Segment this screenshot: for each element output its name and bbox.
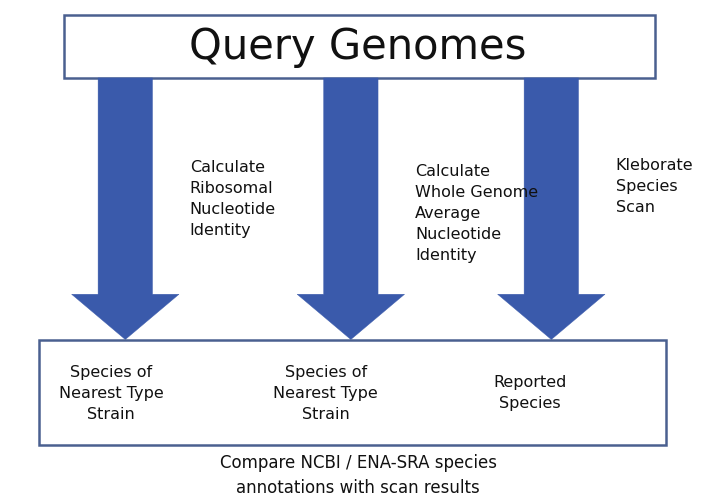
Text: Reported
Species: Reported Species xyxy=(493,375,566,411)
Text: Species of
Nearest Type
Strain: Species of Nearest Type Strain xyxy=(59,365,163,422)
Text: Calculate
Ribosomal
Nucleotide
Identity: Calculate Ribosomal Nucleotide Identity xyxy=(190,159,276,238)
Polygon shape xyxy=(72,78,179,340)
Text: Query Genomes: Query Genomes xyxy=(189,26,527,67)
Text: Calculate
Whole Genome
Average
Nucleotide
Identity: Calculate Whole Genome Average Nucleotid… xyxy=(415,164,538,263)
FancyBboxPatch shape xyxy=(64,15,655,78)
Text: Kleborate
Species
Scan: Kleborate Species Scan xyxy=(616,157,693,215)
Text: Species of
Nearest Type
Strain: Species of Nearest Type Strain xyxy=(274,365,378,422)
Polygon shape xyxy=(297,78,405,340)
FancyBboxPatch shape xyxy=(39,340,666,445)
Text: Compare NCBI / ENA-SRA species
annotations with scan results: Compare NCBI / ENA-SRA species annotatio… xyxy=(220,454,496,497)
Polygon shape xyxy=(498,78,605,340)
